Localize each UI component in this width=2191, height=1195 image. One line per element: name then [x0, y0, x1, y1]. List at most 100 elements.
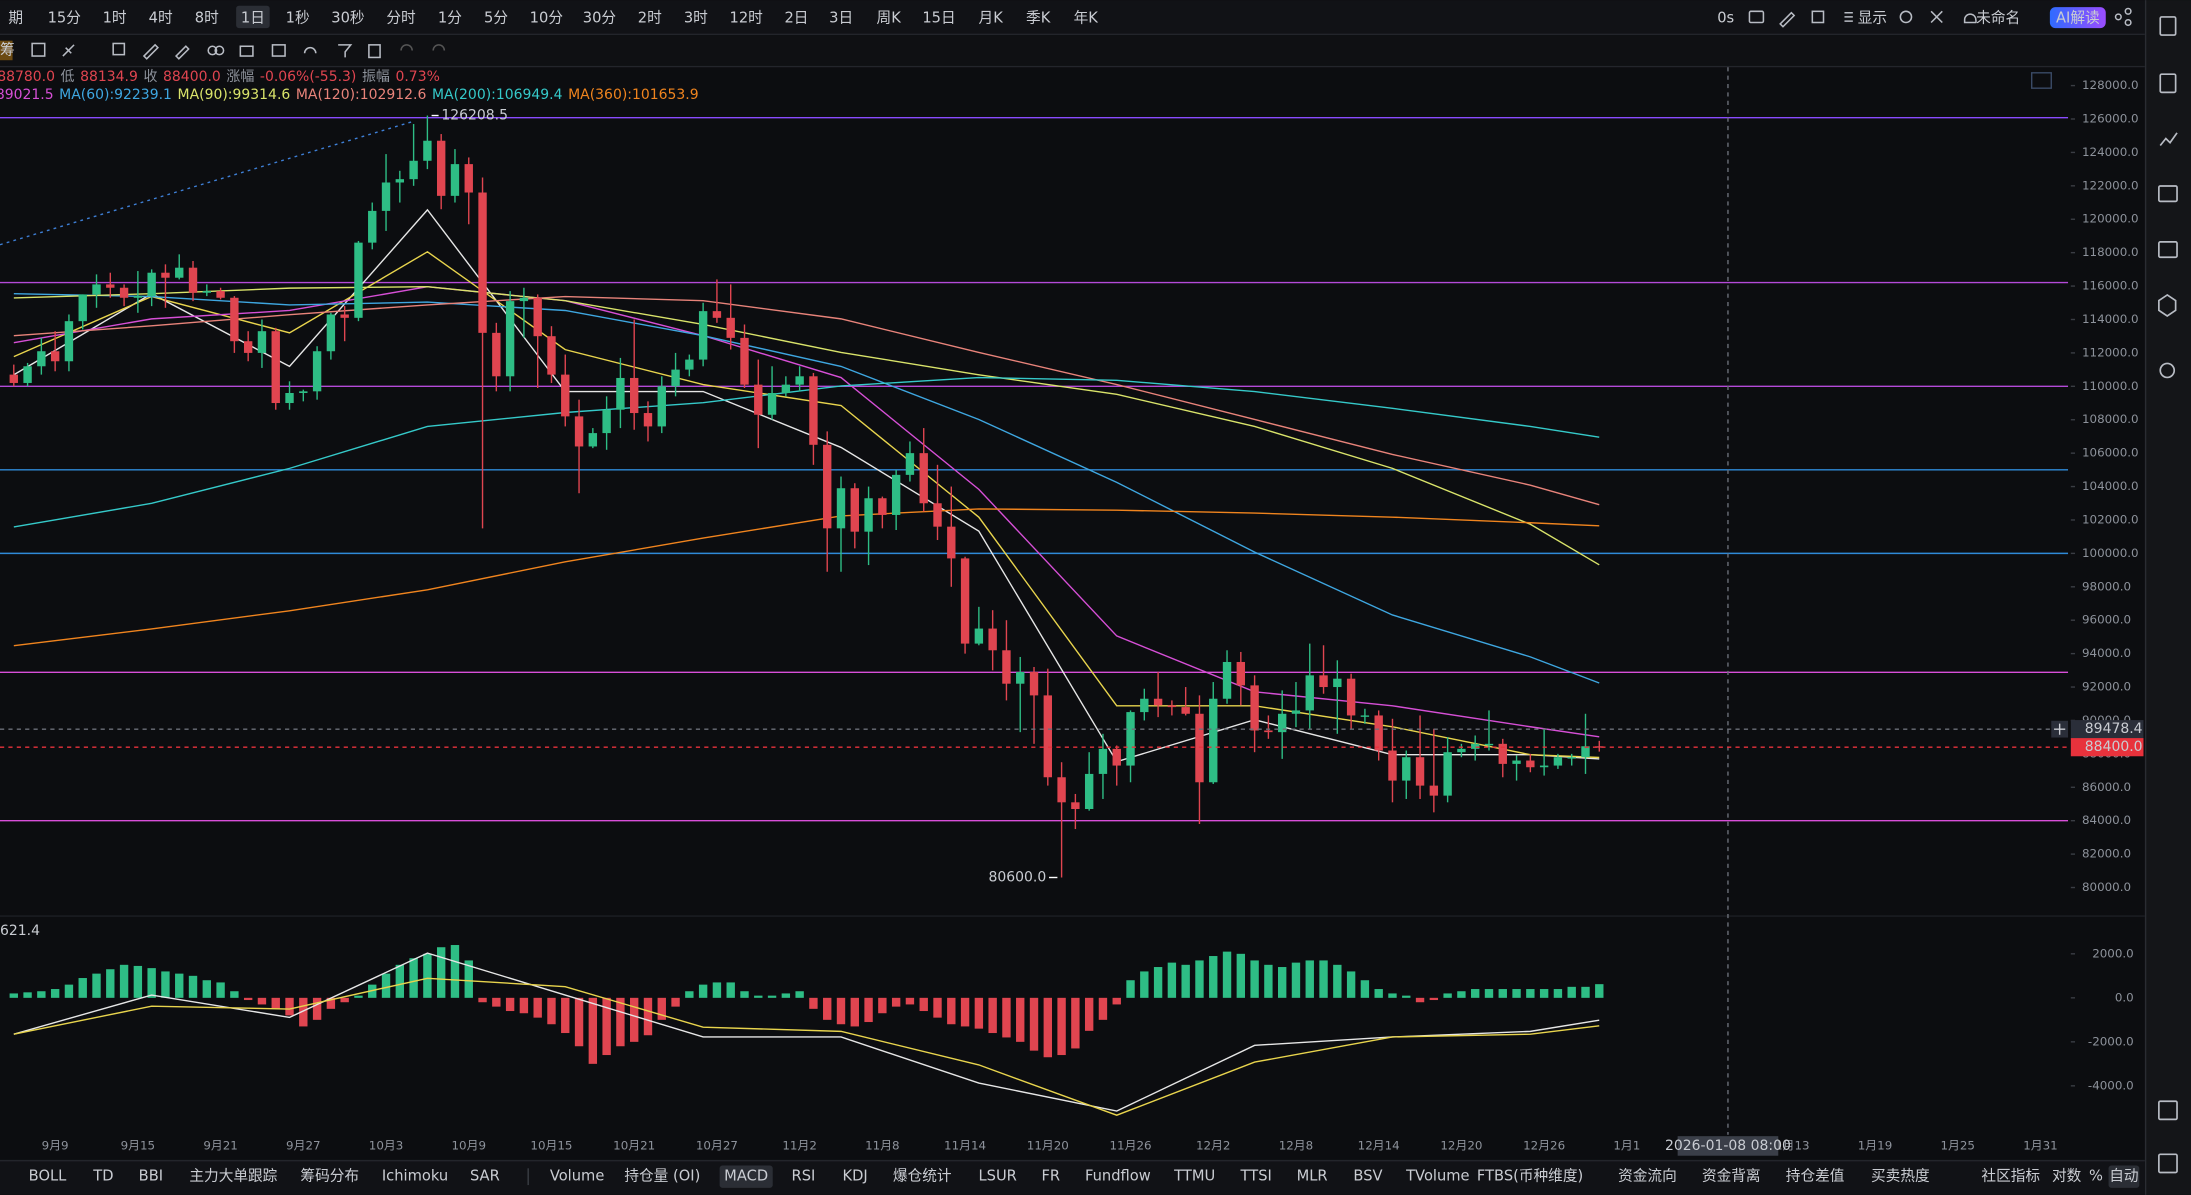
indicator-tab[interactable]: BBI: [139, 1168, 163, 1185]
tool-icon[interactable]: [174, 45, 190, 60]
indicator-tab[interactable]: 主力大单跟踪: [189, 1168, 277, 1185]
period-button[interactable]: 年K: [1074, 9, 1099, 26]
cloud-icon[interactable]: [1963, 13, 1977, 24]
tool-icon[interactable]: [62, 44, 75, 57]
edit-icon[interactable]: [1779, 11, 1796, 28]
period-button[interactable]: 分时: [386, 9, 416, 26]
ai-badge[interactable]: [2049, 7, 2106, 29]
indicator-tab[interactable]: TTSI: [1240, 1168, 1272, 1185]
tool-icon[interactable]: [271, 44, 286, 57]
period-button[interactable]: 期: [8, 9, 23, 26]
period-button[interactable]: 周K: [877, 9, 902, 26]
period-button[interactable]: 季K: [1026, 9, 1051, 26]
indicator-tab[interactable]: 买卖热度: [1871, 1168, 1930, 1185]
crosshair-date-bg: [1677, 1136, 1779, 1156]
period-button[interactable]: 12时: [730, 9, 764, 26]
indicator-tab[interactable]: 自动: [2109, 1168, 2138, 1185]
tool-icon[interactable]: [214, 45, 225, 56]
indicator-tab[interactable]: TD: [92, 1168, 113, 1185]
settings-icon[interactable]: [1899, 10, 1913, 24]
macd-histogram-bar: [450, 945, 460, 998]
window-icon[interactable]: [1811, 10, 1825, 24]
display-icon[interactable]: [1844, 11, 1853, 22]
period-button[interactable]: 8时: [195, 9, 219, 26]
indicator-tab[interactable]: RSI: [792, 1168, 816, 1185]
tool-icon[interactable]: [31, 42, 46, 57]
tool-icon[interactable]: [112, 42, 126, 56]
indicator-tab[interactable]: BSV: [1353, 1168, 1382, 1185]
indicator-tab[interactable]: %: [2089, 1168, 2103, 1185]
period-button[interactable]: 30分: [583, 9, 617, 26]
period-button[interactable]: 15日: [922, 9, 955, 26]
indicator-tab[interactable]: 资金流向: [1618, 1168, 1677, 1185]
indicator-tab[interactable]: KDJ: [843, 1168, 868, 1185]
indicator-tab[interactable]: 持仓差值: [1786, 1168, 1845, 1185]
sidebar-icon[interactable]: [2158, 241, 2178, 259]
candle-body: [147, 272, 156, 297]
candle-body: [905, 453, 915, 475]
tool-icon[interactable]: [207, 45, 218, 56]
sidebar-icon[interactable]: [2159, 362, 2176, 379]
macd-histogram-bar: [9, 993, 18, 998]
indicator-tab[interactable]: Fundflow: [1085, 1168, 1151, 1185]
period-button[interactable]: 3日: [829, 9, 853, 26]
tool-icon[interactable]: [303, 46, 317, 54]
indicator-tab[interactable]: 资金背离: [1702, 1168, 1761, 1185]
tool-icon[interactable]: [368, 44, 381, 59]
sidebar-icon[interactable]: [2158, 293, 2177, 317]
indicator-tab[interactable]: BOLL: [29, 1168, 67, 1185]
indicator-tab[interactable]: 爆仓统计: [893, 1168, 952, 1185]
top-right-tool[interactable]: 显示: [1858, 9, 1887, 26]
top-right-tool[interactable]: 未命名: [1976, 8, 2020, 26]
share-icon[interactable]: [2124, 18, 2132, 27]
indicator-tab[interactable]: TVolume: [1405, 1168, 1469, 1185]
share-icon[interactable]: [2114, 13, 2122, 21]
indicator-tab[interactable]: LSUR: [978, 1168, 1016, 1185]
info-segment: 88780.0: [0, 69, 55, 85]
indicator-tab[interactable]: 筹码分布: [300, 1168, 359, 1185]
period-button[interactable]: 月K: [979, 9, 1004, 26]
indicator-tab[interactable]: 社区指标: [1981, 1168, 2040, 1185]
period-button[interactable]: 2日: [784, 9, 808, 26]
candle-body: [795, 376, 804, 385]
period-button[interactable]: 1日: [241, 9, 265, 26]
layout-icon[interactable]: [2031, 72, 2052, 89]
indicator-tab[interactable]: MLR: [1297, 1168, 1328, 1185]
period-button[interactable]: 5分: [484, 9, 508, 26]
top-right-tool[interactable]: 0s: [1717, 9, 1734, 26]
camera-icon[interactable]: [1748, 10, 1765, 24]
sidebar-icon[interactable]: [2159, 73, 2177, 94]
sidebar-icon[interactable]: [2158, 185, 2178, 203]
indicator-tab[interactable]: MACD: [724, 1168, 768, 1185]
period-button[interactable]: 1秒: [286, 9, 310, 26]
period-button[interactable]: 15分: [48, 9, 82, 26]
indicator-tab[interactable]: Ichimoku: [382, 1168, 448, 1185]
tool-icon[interactable]: [400, 44, 446, 51]
indicator-tab[interactable]: FR: [1041, 1168, 1060, 1185]
period-button[interactable]: 3时: [684, 9, 708, 26]
indicator-tab[interactable]: 持仓量 (OI): [624, 1168, 700, 1185]
sidebar-icon[interactable]: [2159, 132, 2178, 146]
sidebar-icon[interactable]: [2159, 16, 2177, 36]
period-button[interactable]: 2时: [638, 9, 662, 26]
period-button[interactable]: 1时: [103, 9, 127, 26]
tool-icon[interactable]: [239, 45, 254, 57]
sidebar-icon[interactable]: [2158, 1100, 2178, 1121]
candle-body: [1098, 748, 1108, 774]
tool-icon[interactable]: [338, 44, 353, 58]
period-button[interactable]: 4时: [149, 9, 173, 26]
tool-icon[interactable]: [142, 43, 159, 60]
macd-histogram-bar: [230, 991, 239, 998]
top-right-tool[interactable]: AI解读: [2056, 9, 2100, 26]
period-button[interactable]: 10分: [530, 9, 564, 26]
period-button[interactable]: 1分: [438, 9, 462, 26]
period-button[interactable]: 30秒: [331, 9, 364, 26]
indicator-tab[interactable]: Volume: [550, 1168, 605, 1185]
indicator-tab[interactable]: 对数: [2052, 1168, 2082, 1185]
indicator-tab[interactable]: FTBS(币种维度): [1477, 1168, 1583, 1185]
share-icon[interactable]: [2124, 7, 2132, 15]
sidebar-icon[interactable]: [2158, 1153, 2178, 1174]
expand-icon[interactable]: [1930, 10, 1943, 24]
indicator-tab[interactable]: TTMU: [1173, 1168, 1215, 1185]
indicator-tab[interactable]: SAR: [470, 1168, 500, 1185]
